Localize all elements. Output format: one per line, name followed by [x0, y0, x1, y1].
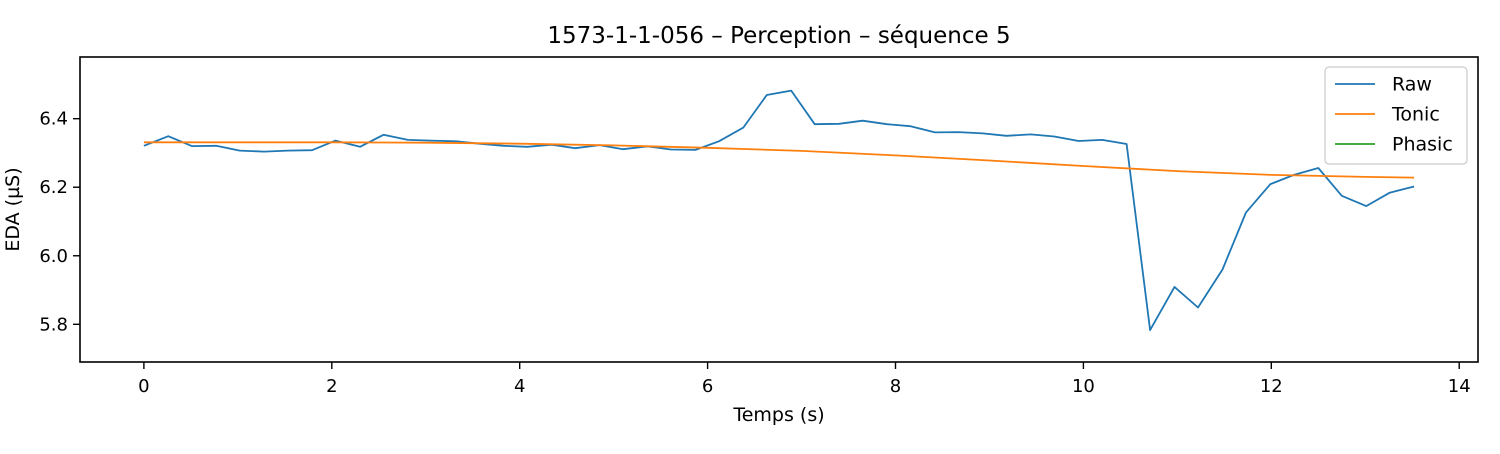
x-tick-label: 0 — [138, 376, 149, 397]
y-axis-label: EDA (µS) — [2, 167, 24, 251]
series-line-raw — [143, 89, 1415, 332]
legend-box — [1324, 66, 1468, 165]
x-tick-label: 10 — [1072, 376, 1095, 397]
x-tick-label: 8 — [890, 376, 901, 397]
x-tick-label: 2 — [326, 376, 337, 397]
x-tick-label: 14 — [1448, 376, 1471, 397]
legend-label: Phasic — [1392, 134, 1453, 156]
y-tick-label: 6.2 — [39, 177, 68, 198]
y-tick-label: 6.0 — [39, 246, 68, 267]
legend-entries: Raw Tonic Phasic — [1335, 74, 1453, 156]
y-axis: 5.8 6.0 6.2 6.4 — [39, 109, 80, 335]
x-tick-label: 12 — [1260, 376, 1283, 397]
plot-frame — [79, 56, 1479, 363]
series-lines — [143, 89, 1415, 332]
y-tick-label: 5.8 — [39, 314, 68, 335]
x-tick-label: 6 — [702, 376, 713, 397]
x-axis-label: Temps (s) — [732, 404, 824, 426]
series-line-tonic — [143, 141, 1415, 179]
x-axis: 0 2 4 6 8 10 12 14 — [138, 362, 1471, 397]
legend-label: Raw — [1392, 74, 1432, 96]
x-tick-label: 4 — [514, 376, 525, 397]
y-tick-label: 6.4 — [39, 109, 68, 130]
chart-title: 1573-1-1-056 – Perception – séquence 5 — [547, 23, 1010, 49]
legend: Raw Tonic Phasic — [1324, 66, 1468, 165]
legend-label: Tonic — [1391, 104, 1440, 126]
